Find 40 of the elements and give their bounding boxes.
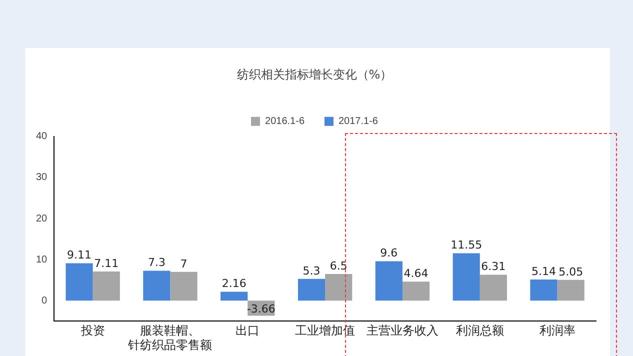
bar xyxy=(298,278,326,301)
y-tick-label: 30 xyxy=(36,172,48,184)
bar xyxy=(530,280,558,301)
x-tick-label: 利润总额 xyxy=(456,324,504,338)
data-label: 2.16 xyxy=(222,277,246,290)
bar xyxy=(402,282,430,301)
bar xyxy=(66,263,93,301)
y-tick-label: 40 xyxy=(36,131,48,142)
x-tick-label: 投资 xyxy=(80,324,105,338)
x-tick-label: 利润率 xyxy=(539,324,576,338)
bar xyxy=(480,274,507,301)
bar xyxy=(220,292,248,301)
legend-label: 2016.1-6 xyxy=(265,116,305,128)
y-tick-label: 0 xyxy=(42,295,48,306)
data-label: 7 xyxy=(180,257,188,270)
data-label: 11.55 xyxy=(450,238,482,252)
x-tick-label: 主营业务收入 xyxy=(366,324,438,338)
bar xyxy=(170,272,198,301)
data-label: 4.64 xyxy=(404,266,428,280)
y-tick-label: 10 xyxy=(36,254,48,266)
x-tick-label: 服装鞋帽、针纺织品零售额 xyxy=(127,324,212,352)
chart-title: 纺织相关指标增长变化（%） xyxy=(236,67,392,82)
data-label: 7.3 xyxy=(148,256,166,270)
bar xyxy=(143,270,170,301)
data-label: 5.05 xyxy=(558,265,584,278)
y-tick-label: 20 xyxy=(36,213,48,224)
data-label: 5.14 xyxy=(532,264,556,278)
data-label: 9.6 xyxy=(380,246,398,260)
data-label: -3.66 xyxy=(246,302,276,316)
data-label: 9.11 xyxy=(67,248,92,262)
data-label: 5.3 xyxy=(302,264,320,278)
bar xyxy=(325,274,352,301)
bar xyxy=(557,280,584,301)
data-label: 6.31 xyxy=(481,260,506,274)
legend-label: 2017.1-6 xyxy=(338,116,378,128)
bar xyxy=(92,271,120,301)
bar xyxy=(375,261,402,301)
data-label: 7.11 xyxy=(94,256,119,270)
x-tick-label: 出口 xyxy=(236,324,260,338)
bar xyxy=(452,253,480,301)
